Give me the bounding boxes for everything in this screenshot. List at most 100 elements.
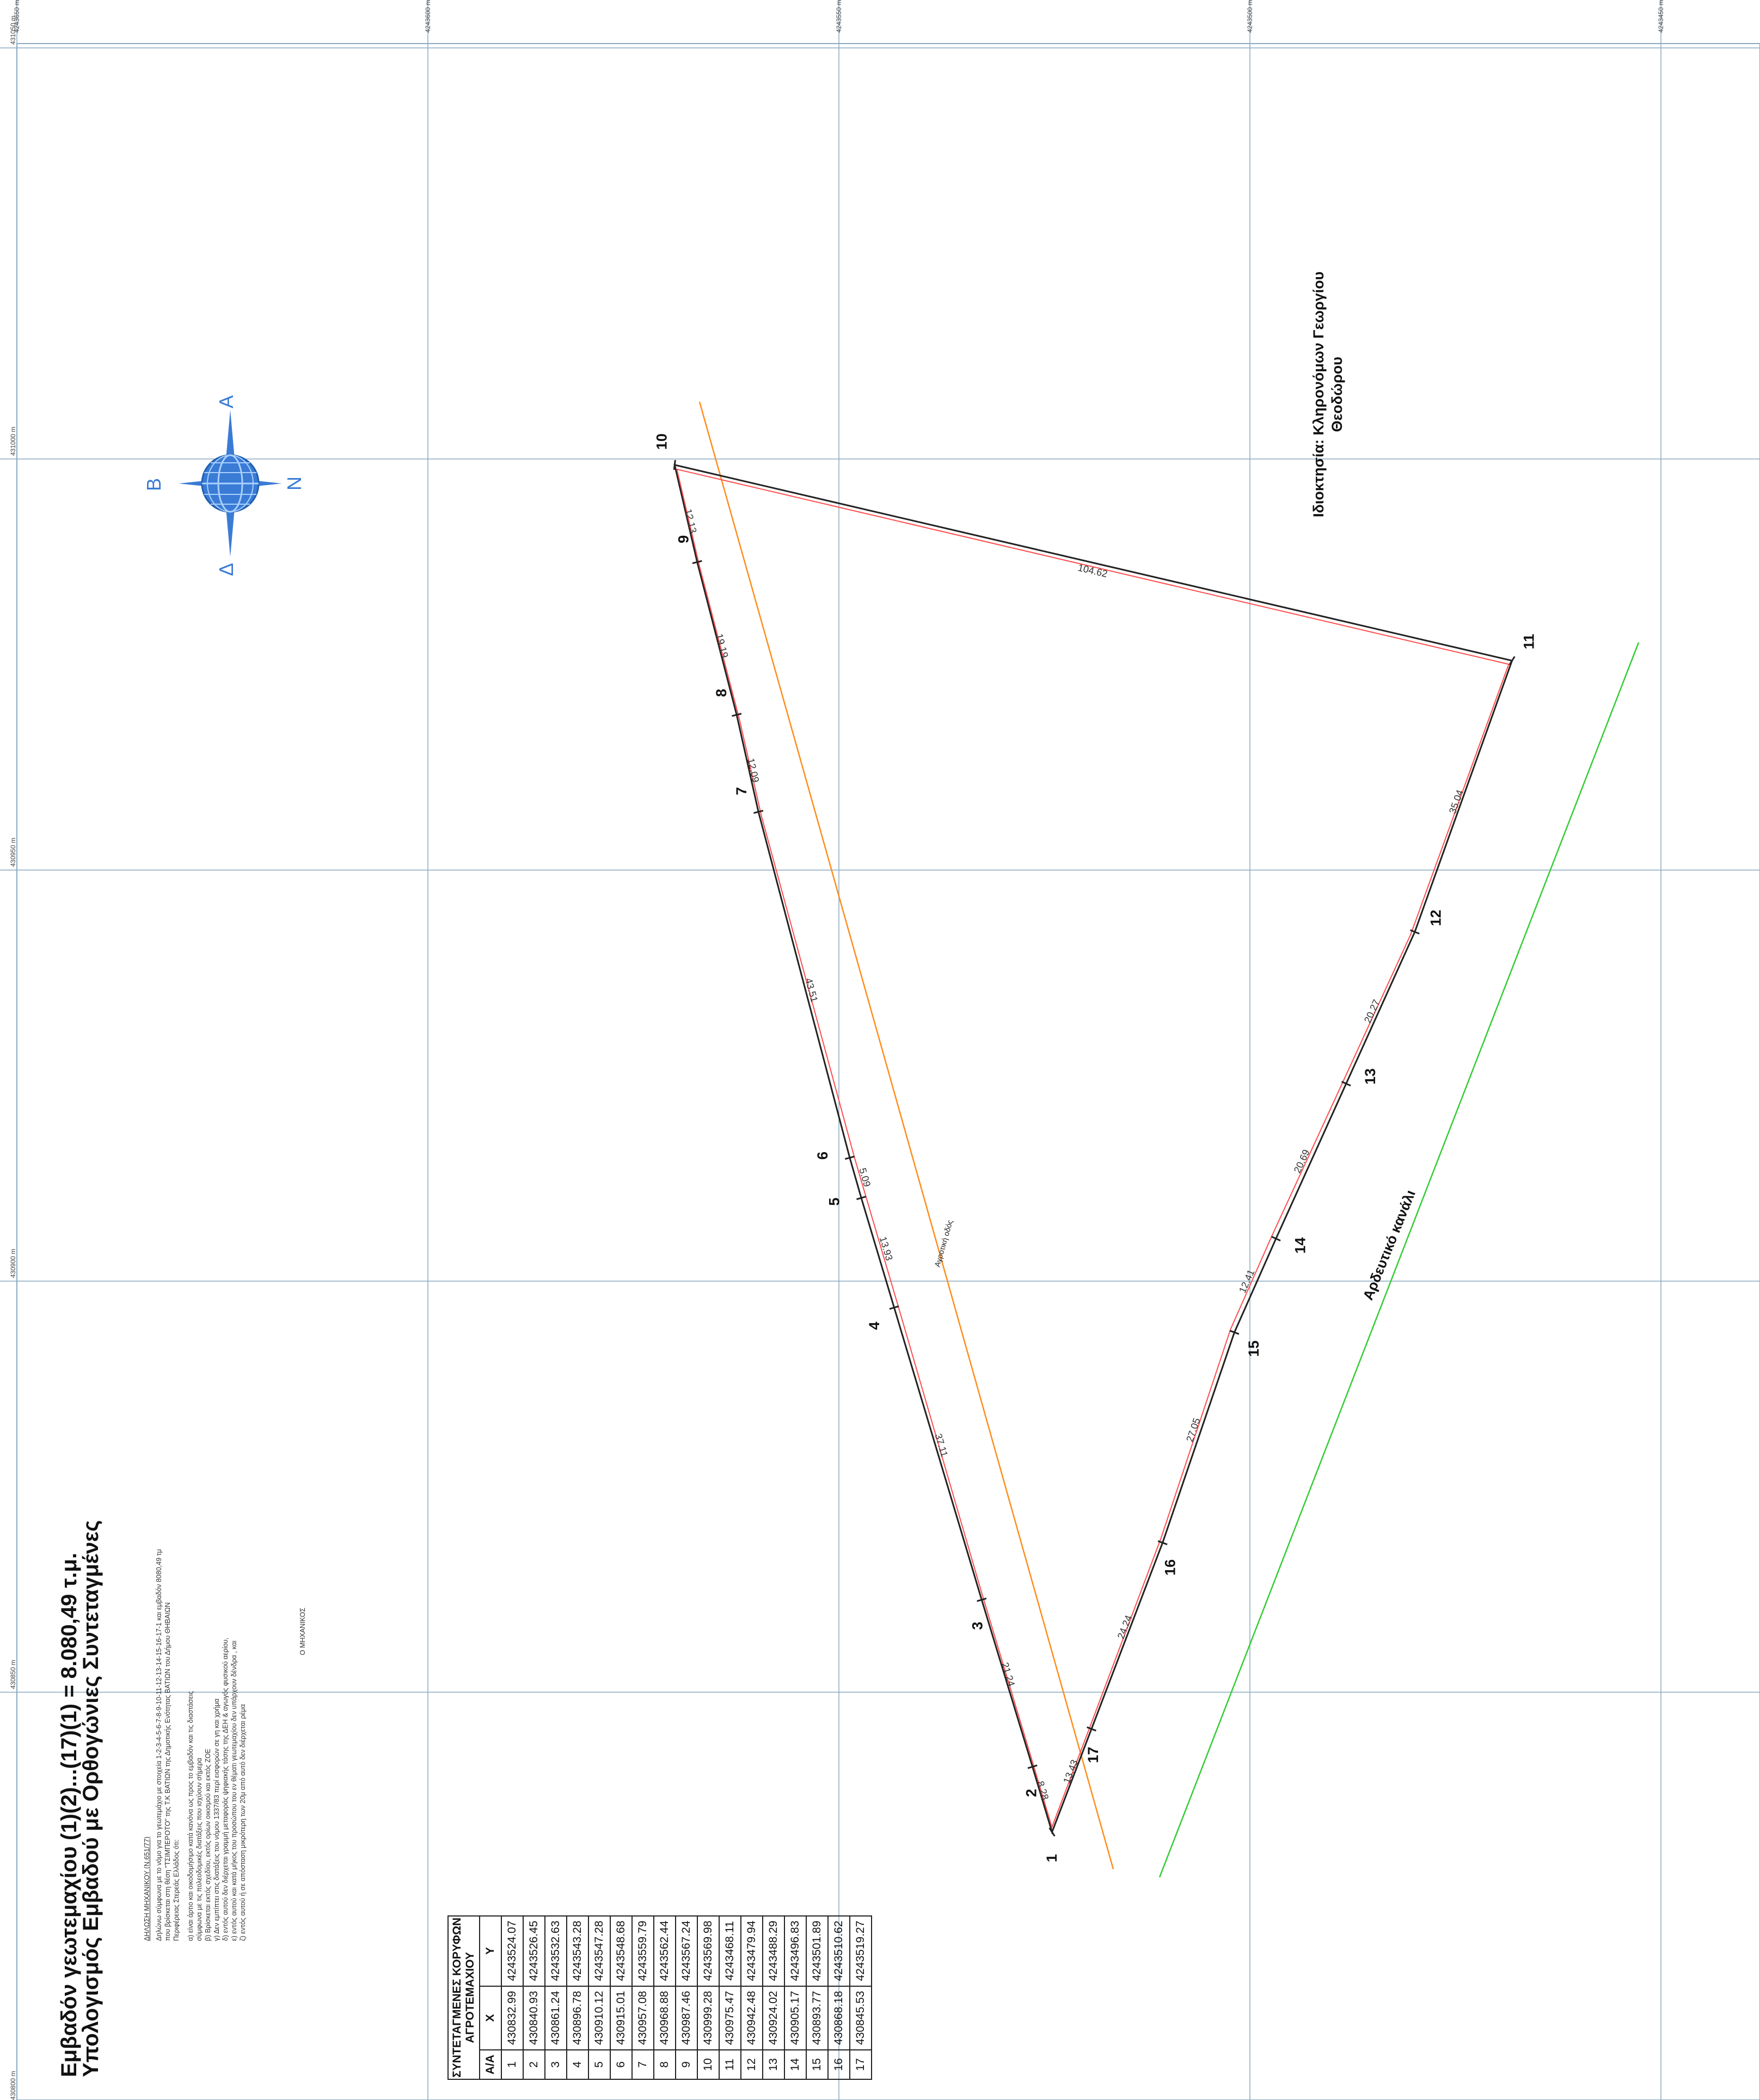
table-cell: 430905.17 — [784, 1986, 806, 2050]
table-cell: 430957.08 — [632, 1986, 654, 2050]
parcel-inner-line — [676, 468, 1510, 1829]
table-cell: 2 — [523, 2049, 545, 2079]
table-cell: 8 — [654, 2049, 676, 2079]
vertex-label: 11 — [1520, 634, 1537, 650]
table-row: 5 430910.12 4243547.28 — [588, 1915, 610, 2079]
table-row: 12 430942.48 4243479.94 — [741, 1915, 763, 2079]
vertex-tick — [673, 460, 676, 470]
table-cell: 13 — [763, 2049, 784, 2079]
segment-length-label: 13.43 — [1061, 1758, 1080, 1785]
grid-label-y: 4243550 m — [835, 0, 843, 33]
declaration-line: Δηλώνω σύμφωνα με το νόμο για το γεωτεμά… — [155, 1549, 163, 1941]
column-header: Α/Α — [480, 2049, 501, 2079]
vertex-label: 12 — [1428, 910, 1444, 926]
vertex-tick — [1508, 656, 1516, 665]
table-cell: 14 — [784, 2049, 806, 2079]
vertex-tick — [753, 810, 764, 814]
vertex-tick — [1048, 1827, 1056, 1837]
column-header: Y — [480, 1915, 501, 1986]
vertex-label: 6 — [814, 1152, 831, 1160]
vertex-label: 13 — [1362, 1068, 1378, 1085]
vertex-label: 5 — [826, 1198, 843, 1206]
table-cell: 16 — [828, 2049, 850, 2079]
road-line — [698, 401, 1114, 1870]
vertex-tick — [889, 1305, 899, 1310]
vertex-tick — [844, 1155, 855, 1160]
vertex-tick — [1157, 1540, 1168, 1545]
table-row: 4 430896.78 4243543.28 — [567, 1915, 588, 2079]
engineer-signature: Ο ΜΗΧΑΝΙΚΟΣ — [299, 1607, 306, 1655]
table-cell: 12 — [741, 2049, 763, 2079]
table-cell: 4243479.94 — [741, 1915, 763, 1986]
table-cell: 4243567.24 — [676, 1915, 697, 1986]
table-cell: 10 — [697, 2049, 719, 2079]
area-title: Εμβαδόν γεωτεμαχίου (1)(2)...(17)(1) = 8… — [57, 1552, 81, 2077]
table-row: 1 430832.99 4243524.07 — [501, 1915, 523, 2079]
table-cell: 9 — [676, 2049, 697, 2079]
vertex-tick — [1027, 1764, 1038, 1770]
segment-length-label: 12.09 — [745, 757, 761, 783]
declaration-line: ε) εντός αυτού και κατά μήκος του προσώπ… — [230, 1640, 238, 1941]
vertex-label: 10 — [654, 433, 670, 450]
table-cell: 5 — [588, 2049, 610, 2079]
grid-label-x: 430900 m — [9, 1249, 17, 1278]
table-cell: 430910.12 — [588, 1986, 610, 2050]
vertex-tick — [1087, 1726, 1096, 1732]
declaration-line: Περιφέρειας Στερεάς Ελλάδος ότι: — [173, 1839, 180, 1941]
vertex-tick — [1409, 929, 1420, 935]
vertex-label: 8 — [713, 689, 729, 697]
table-row: 2 430840.93 4243526.45 — [523, 1915, 545, 2079]
table-cell: 430893.77 — [806, 1986, 828, 2050]
compass-label-south: Ν — [283, 476, 305, 491]
table-row: 14 430905.17 4243496.83 — [784, 1915, 806, 2079]
vertex-label: 1 — [1044, 1854, 1060, 1862]
declaration-line: γ) Δεν εμπίπτει στις διατάξεις του νόμου… — [213, 1698, 220, 1941]
table-cell: 430845.53 — [850, 1986, 872, 2050]
segment-length-label: 19.19 — [714, 633, 731, 659]
vertex-label: 14 — [1292, 1238, 1308, 1254]
vertex-label: 9 — [676, 535, 692, 543]
declaration-line: α) είναι άρτιο και οικοδομήσιμο κατά καν… — [187, 1691, 194, 1941]
grid-label-y: 4243500 m — [1246, 0, 1254, 33]
vertex-label: 4 — [866, 1321, 882, 1330]
compass-label-north: Β — [143, 478, 165, 491]
grid-label-x: 430800 m — [9, 2071, 17, 2100]
table-row: 13 430924.02 4243488.29 — [763, 1915, 784, 2079]
table-row: 9 430987.46 4243567.24 — [676, 1915, 697, 2079]
segment-length-label: 27.05 — [1184, 1417, 1202, 1443]
vertex-label: 7 — [733, 787, 750, 795]
table-cell: 430968.88 — [654, 1986, 676, 2050]
grid-label-x: 431050 m — [9, 16, 17, 45]
table-cell: 4243488.29 — [763, 1915, 784, 1986]
grid-label-y: 4243600 m — [424, 0, 432, 33]
declaration-line: ζ) εντός αυτού ή σε απόσταση μικρότερη τ… — [239, 1704, 247, 1941]
road-label: Αγροτική οδός — [933, 1219, 954, 1268]
table-row: 8 430968.88 4243562.44 — [654, 1915, 676, 2079]
table-cell: 4243562.44 — [654, 1915, 676, 1986]
grid-label-y: 4243650 m — [13, 0, 21, 33]
table-row: 7 430957.08 4243559.79 — [632, 1915, 654, 2079]
vertex-label: 16 — [1162, 1559, 1179, 1576]
neighbour-owner-label: Ιδιοκτησία: Κληρονόμων Γεωργίου Θεοδώρου — [1310, 271, 1345, 517]
segment-length-label: 20.69 — [1292, 1148, 1312, 1174]
table-cell: 4243547.28 — [588, 1915, 610, 1986]
grid-label-y: 4243450 m — [1657, 0, 1665, 33]
table-cell: 430840.93 — [523, 1986, 545, 2050]
vertex-tick — [732, 713, 742, 717]
table-cell: 4243526.45 — [523, 1915, 545, 1986]
table-cell: 11 — [719, 2049, 741, 2079]
compass-rose: Β Α Ν Δ — [143, 395, 305, 576]
declaration-line: σύμφωνα με τις πολεοδομικές διατάξεις πο… — [195, 1758, 203, 1941]
map-frame — [16, 43, 1760, 2100]
table-cell: 4243510.62 — [828, 1915, 850, 1986]
table-row: 6 430915.01 4243548.68 — [610, 1915, 632, 2079]
table-header-row: Α/Α X Y — [480, 1915, 501, 2079]
table-cell: 6 — [610, 2049, 632, 2079]
table-cell: 430861.24 — [545, 1986, 567, 2050]
table-cell: 4 — [567, 2049, 588, 2079]
table-cell: 4243468.11 — [719, 1915, 741, 1986]
table-cell: 430896.78 — [567, 1986, 588, 2050]
